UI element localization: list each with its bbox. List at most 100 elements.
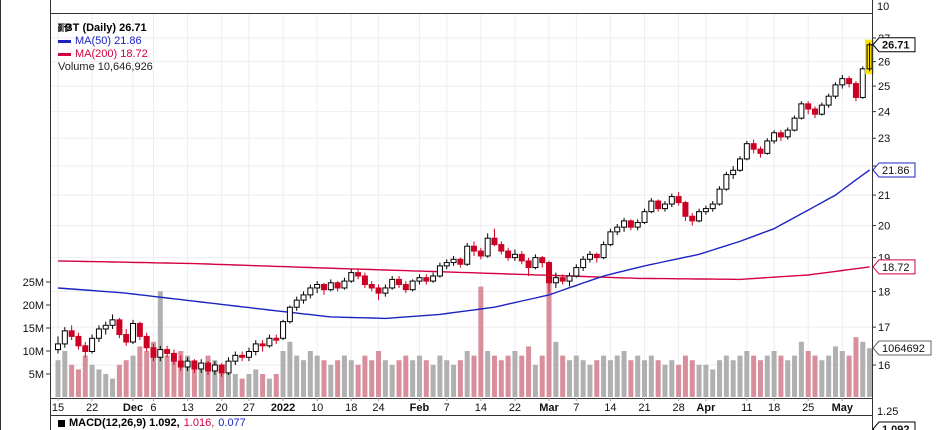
candle-body [812, 108, 819, 115]
candle-body [484, 237, 491, 257]
candle-body [314, 284, 321, 289]
candle-body [621, 220, 628, 228]
candle-body [593, 253, 600, 259]
volume-bar [539, 355, 545, 397]
volume-bar [628, 360, 634, 397]
candle-body [416, 277, 423, 282]
value-callout-label: 26.71 [882, 40, 910, 52]
candle-body [191, 360, 198, 370]
symbol-label: TBT (Daily) 26.71 [58, 22, 147, 34]
candle-body [634, 221, 641, 228]
candle-body [457, 258, 464, 265]
x-axis-label: 15 [52, 402, 64, 414]
macd-signal-value: 1.016, [183, 417, 215, 429]
candle-body [89, 337, 96, 353]
volume-bar [567, 360, 572, 397]
volume-bar [532, 364, 538, 397]
candle-body [491, 237, 498, 246]
x-axis-label: May [832, 402, 854, 414]
legend-symbol-row: TBT (Daily) 26.71 [58, 22, 153, 35]
candle-body [396, 278, 402, 286]
candle-body [266, 337, 273, 347]
candle-body [286, 306, 293, 323]
x-axis-label: 13 [181, 402, 193, 414]
candle-body [552, 277, 559, 284]
candle-body [334, 282, 341, 289]
volume-bar [341, 355, 347, 397]
volume-bar [123, 360, 129, 397]
candle-body [511, 253, 518, 259]
value-callout-label: 1.092 [882, 424, 910, 430]
candle-body [368, 284, 375, 289]
x-axis-label: 27 [243, 402, 255, 414]
candle-body [791, 117, 798, 131]
volume-bar [457, 360, 463, 397]
x-axis-label: 7 [573, 402, 579, 414]
volume-bar [191, 360, 197, 397]
volume-bar [321, 360, 327, 397]
candle-body [170, 352, 177, 362]
candle-body [743, 143, 750, 160]
volume-bar [730, 360, 736, 397]
volume-bar [130, 355, 136, 397]
x-axis-label: 21 [638, 402, 650, 414]
candle-body [355, 272, 362, 277]
candle-body [259, 343, 266, 347]
volume-bar [580, 360, 586, 397]
candle-body [723, 174, 730, 190]
volume-bar [116, 364, 122, 397]
volume-bar [382, 360, 388, 397]
candle-body [518, 253, 525, 262]
volume-axis-label: 10M [23, 346, 44, 358]
volume-bar [573, 355, 579, 397]
candle-body [82, 345, 89, 353]
volume-bar [171, 360, 177, 397]
candle-body [157, 349, 164, 358]
candle-body [784, 129, 791, 138]
volume-bar [137, 346, 143, 397]
volume-bar [287, 341, 293, 397]
volume-bar [451, 364, 457, 397]
volume-bar [294, 355, 300, 397]
candle-body [61, 330, 68, 345]
candle-body [123, 334, 130, 343]
volume-bar [587, 364, 593, 397]
x-axis-label: 14 [475, 402, 487, 414]
volume-bar [314, 355, 320, 397]
candle-body [682, 202, 689, 217]
volume-bar [478, 286, 484, 397]
volume-bar [423, 360, 429, 397]
candle-body [389, 278, 396, 289]
candle-body [668, 196, 675, 205]
candle-body [443, 262, 450, 267]
x-axis-label: 24 [372, 402, 384, 414]
candle-body [505, 250, 512, 259]
legend-volume-row: Volume 10,646,926 [58, 23, 153, 74]
volume-bar [362, 355, 368, 397]
candle-body [818, 104, 825, 115]
volume-bar [266, 378, 272, 397]
candle-body [709, 203, 716, 210]
x-axis-label: 28 [672, 402, 684, 414]
candle-body [600, 244, 607, 259]
volume-bar [260, 374, 266, 397]
volume-bar [62, 351, 68, 397]
volume-bar [69, 364, 75, 397]
volume-bar [642, 360, 648, 397]
value-callout [872, 259, 916, 275]
candle-body [586, 253, 593, 260]
volume-bar [655, 360, 661, 397]
candle-body [825, 95, 832, 106]
candle-body [280, 321, 287, 339]
volume-bar [144, 351, 150, 397]
x-axis-label: 18 [345, 402, 357, 414]
volume-bar [355, 364, 361, 397]
volume-bar [819, 360, 825, 397]
volume-bar [103, 374, 109, 397]
candle-body [471, 245, 478, 252]
x-axis-label: 22 [86, 402, 98, 414]
price-axis-label: 25 [878, 81, 890, 93]
candle-body [525, 260, 532, 269]
price-axis-label: 16 [878, 360, 890, 372]
